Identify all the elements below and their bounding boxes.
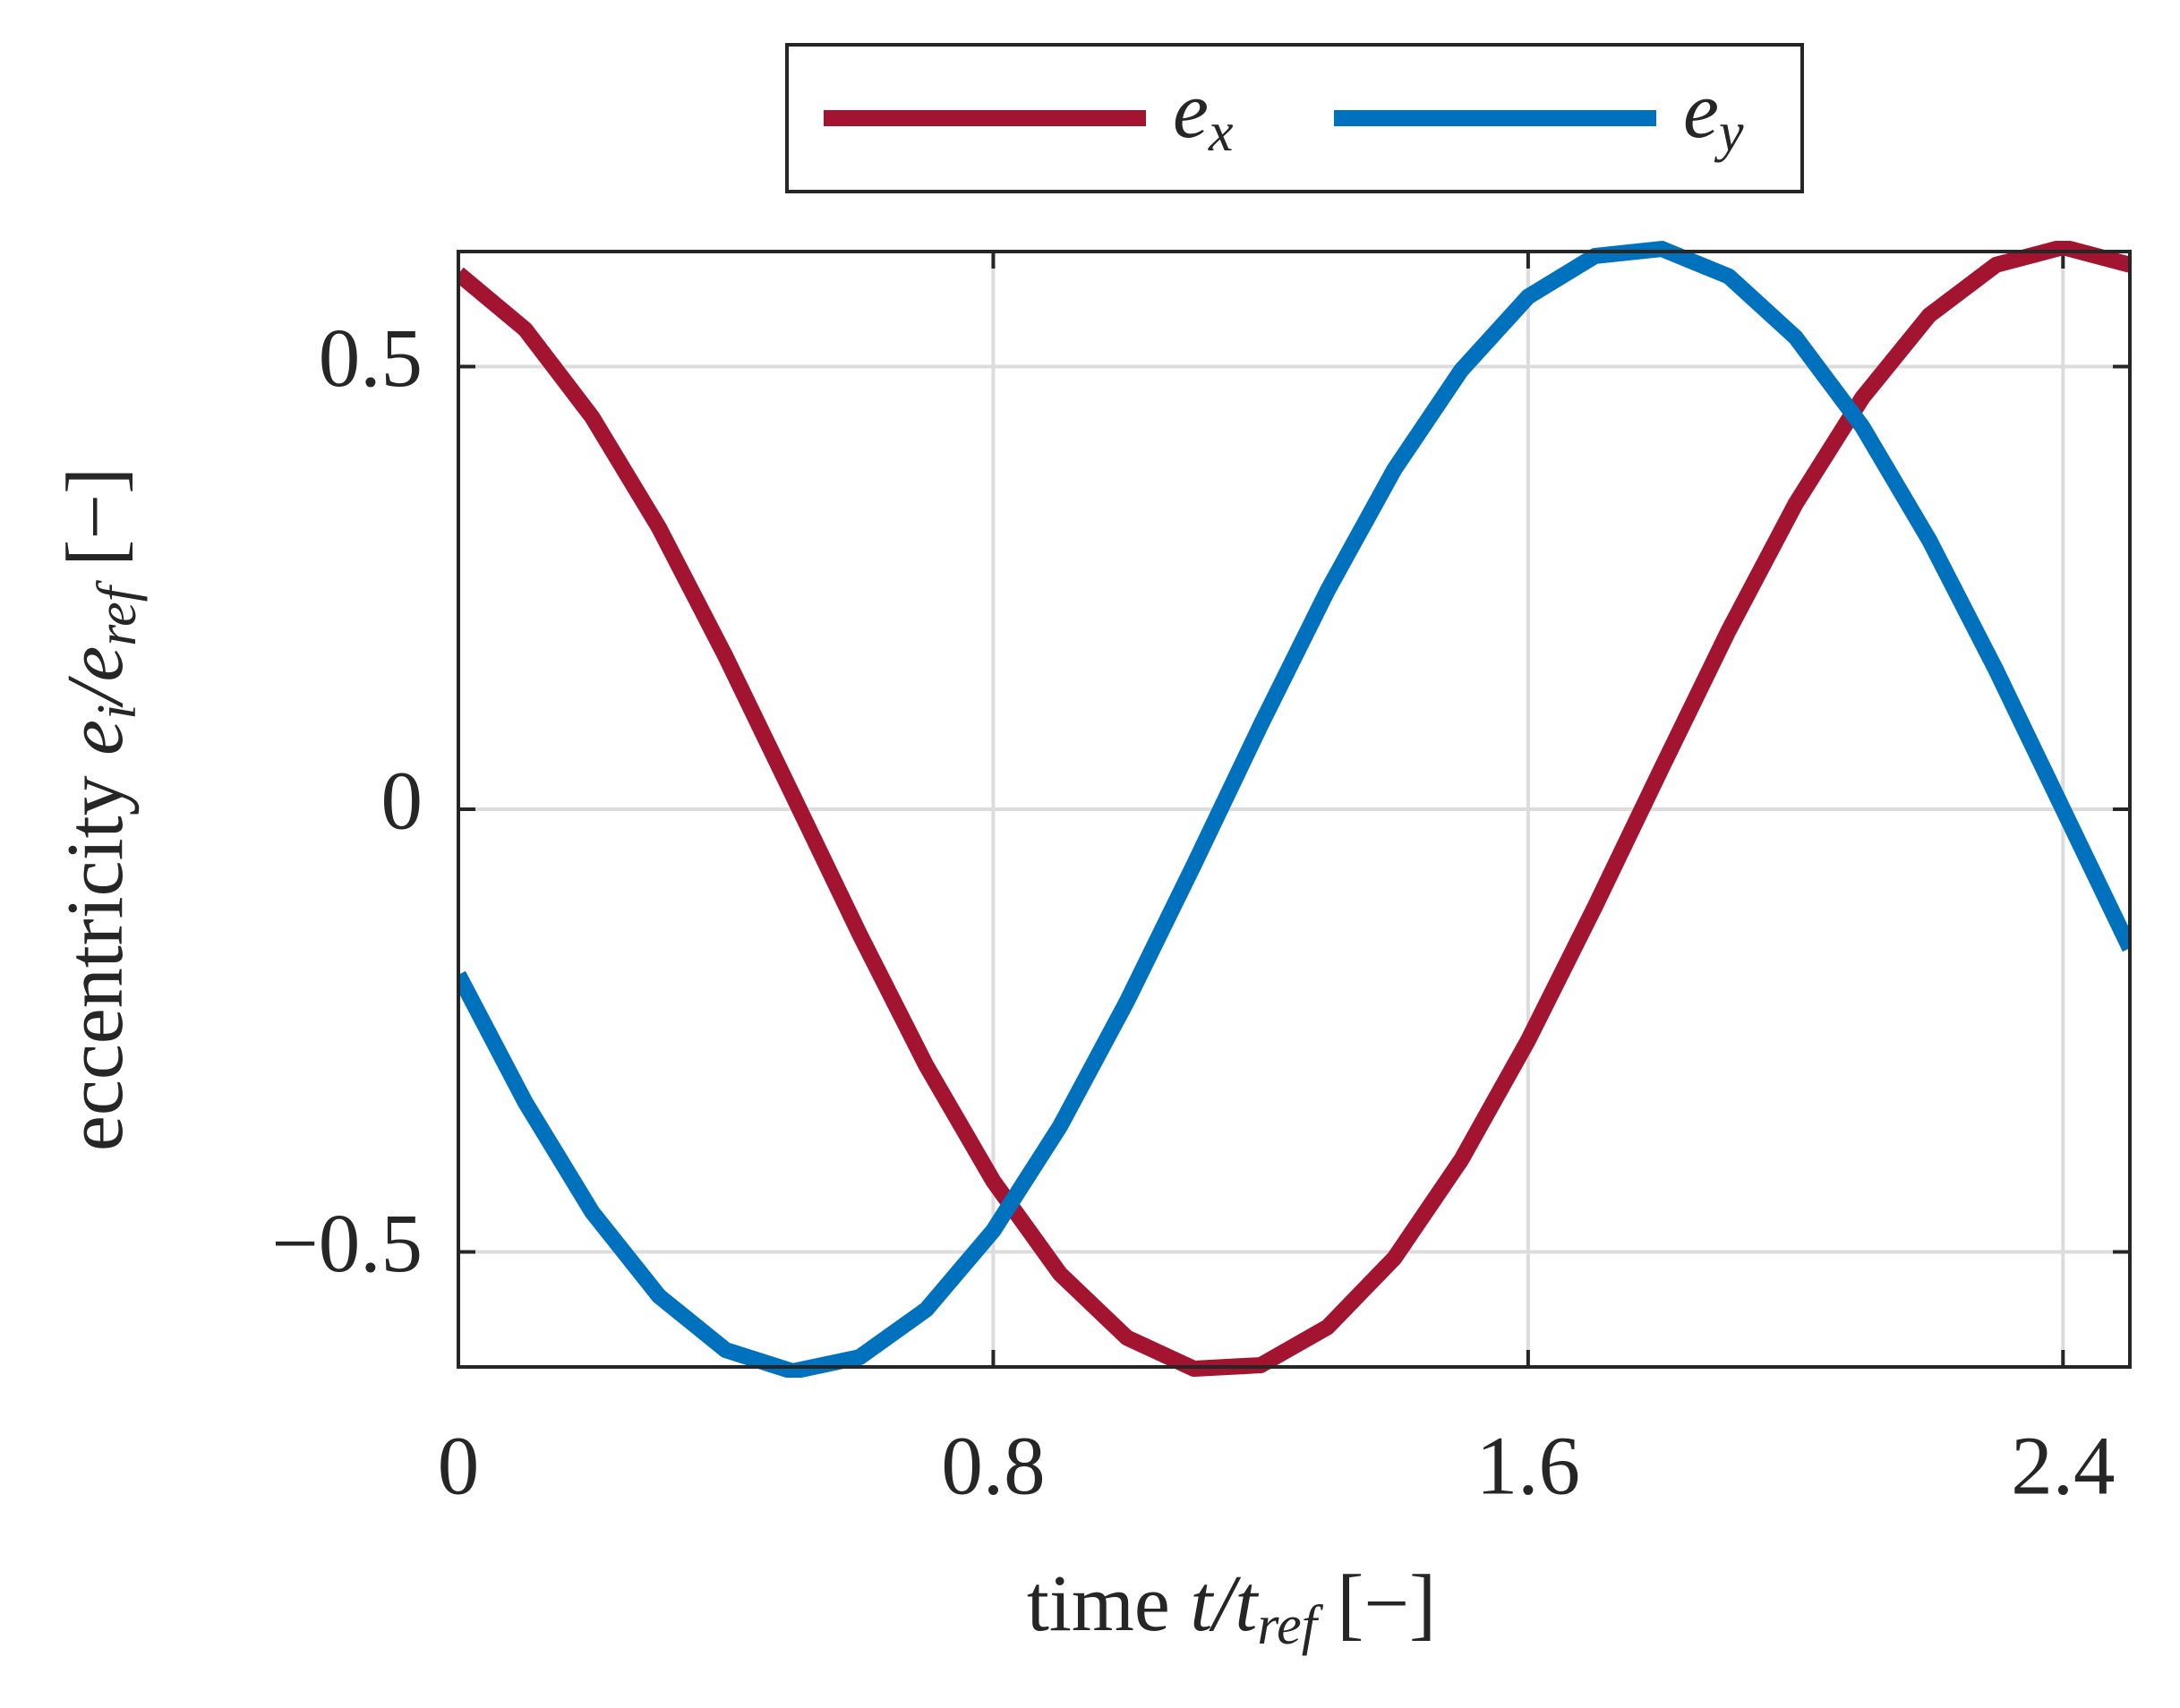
- y-tick-label: −0.5: [271, 1198, 423, 1290]
- legend-label: ex: [1173, 66, 1234, 164]
- axis-label-part: e: [51, 720, 140, 756]
- axis-label-part: /e: [51, 646, 140, 709]
- x-tick-label: 2.4: [2011, 1420, 2115, 1512]
- legend-label: ey: [1683, 66, 1744, 164]
- axis-label-part: [−]: [1317, 1559, 1436, 1648]
- grid: [457, 252, 2130, 1367]
- legend-name: e: [1173, 66, 1209, 155]
- legend-subscript: y: [1714, 102, 1744, 163]
- axis-label-part: i: [87, 705, 148, 720]
- y-tick-label: 0.5: [319, 312, 423, 405]
- axes-box: [457, 250, 2132, 1369]
- axis-label: time t/tref [−]: [1027, 1559, 1436, 1657]
- axis-label-part: ref: [87, 579, 148, 645]
- x-tick-label: 1.6: [1476, 1420, 1580, 1512]
- series-line: [458, 241, 2130, 1378]
- y-tick-label: 0: [381, 755, 423, 847]
- axis-label-part: time: [1027, 1559, 1190, 1648]
- axis-label-part: [−]: [51, 467, 140, 586]
- legend-subscript: x: [1208, 102, 1234, 163]
- x-tick-label: 0.8: [941, 1420, 1045, 1512]
- axis-label-part: t/t: [1190, 1559, 1259, 1648]
- legend-name: e: [1683, 66, 1719, 155]
- axis-label: eccentricity ei/eref [−]: [51, 467, 149, 1151]
- x-tick-label: 0: [438, 1420, 480, 1512]
- axis-label-part: ref: [1257, 1595, 1323, 1656]
- axis-label-part: eccentricity: [51, 756, 140, 1151]
